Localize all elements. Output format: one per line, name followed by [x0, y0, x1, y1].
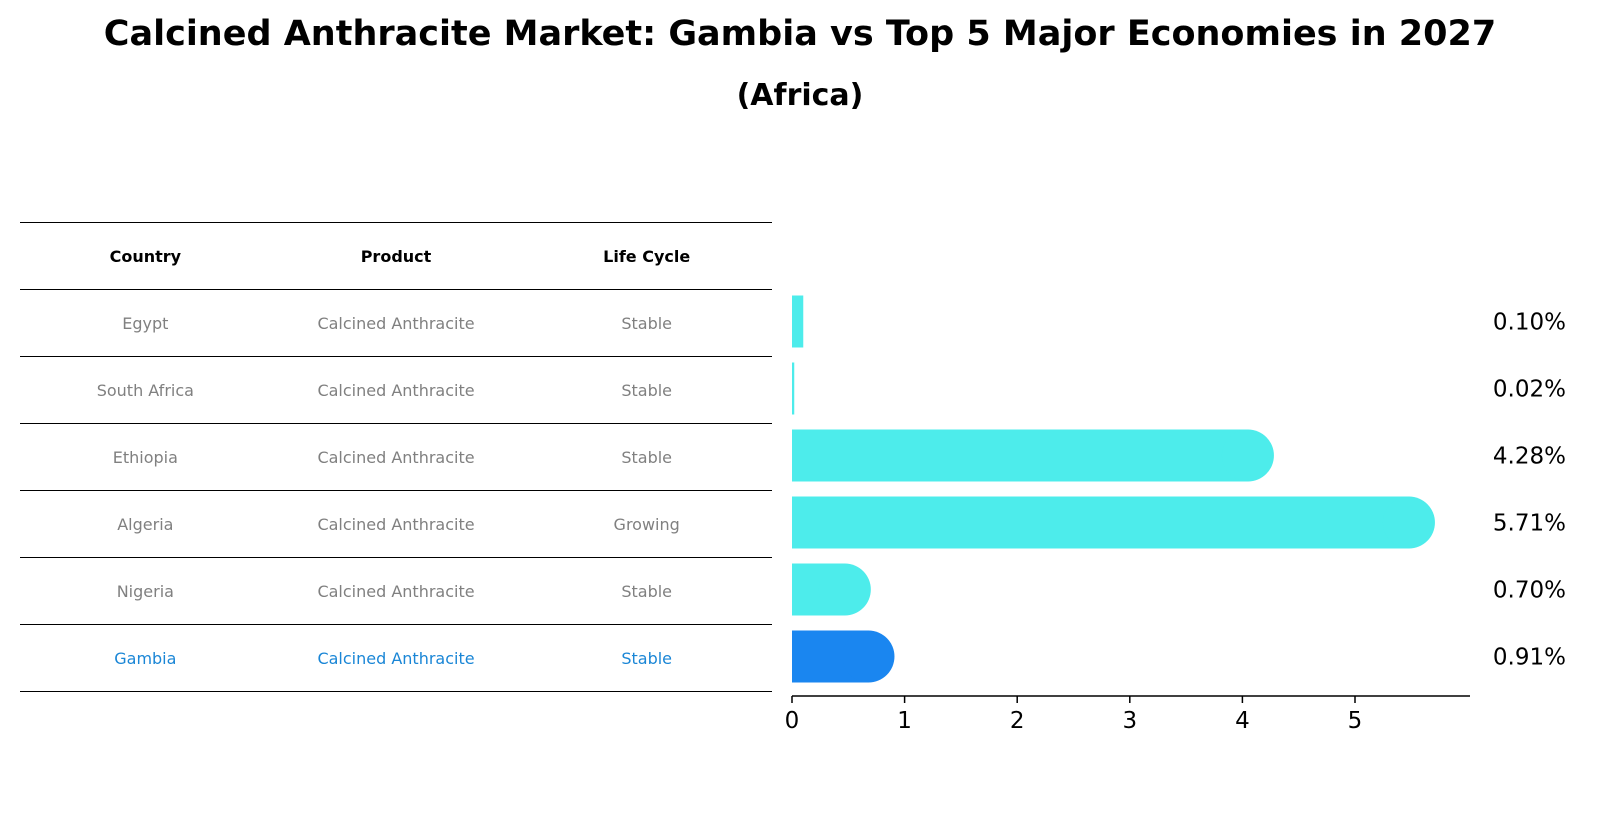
bar-cap-ethiopia — [1221, 429, 1274, 482]
bar-south-africa — [792, 362, 795, 415]
header-country: Country — [109, 246, 182, 266]
table-row: Egypt Calcined Anthracite Stable — [20, 290, 772, 357]
cell-product: Calcined Anthracite — [317, 380, 475, 400]
cell-product: Calcined Anthracite — [317, 447, 475, 467]
value-label: 0.91% — [1493, 645, 1566, 671]
table-row: Nigeria Calcined Anthracite Stable — [20, 558, 772, 625]
table-row-highlight: Gambia Calcined Anthracite Stable — [20, 625, 772, 692]
table-header-row: Country Product Life Cycle — [20, 223, 772, 290]
cell-product: Calcined Anthracite — [317, 581, 475, 601]
value-label: 0.10% — [1493, 310, 1566, 336]
cell-country: South Africa — [96, 380, 194, 400]
x-tick-label: 0 — [785, 708, 800, 734]
bar-egypt — [792, 295, 804, 348]
chart-subtitle: (Africa) — [736, 78, 864, 113]
country-table: Country Product Life Cycle Egypt Calcine… — [20, 222, 772, 692]
x-tick-label: 2 — [1010, 708, 1025, 734]
cell-life-cycle: Stable — [621, 380, 673, 400]
header-life-cycle: Life Cycle — [603, 246, 691, 266]
x-tick-label: 4 — [1235, 708, 1250, 734]
value-label: 4.28% — [1493, 444, 1566, 470]
cell-product: Calcined Anthracite — [317, 313, 475, 333]
header-product: Product — [360, 246, 432, 266]
chart-title: Calcined Anthracite Market: Gambia vs To… — [103, 14, 1497, 54]
table-row: South Africa Calcined Anthracite Stable — [20, 357, 772, 424]
table-row: Ethiopia Calcined Anthracite Stable — [20, 424, 772, 491]
bar-cap-algeria — [1382, 496, 1435, 549]
value-label: 0.02% — [1493, 377, 1566, 403]
cell-life-cycle: Stable — [621, 447, 673, 467]
cell-country: Ethiopia — [112, 447, 178, 467]
cell-product: Calcined Anthracite — [317, 514, 475, 534]
cell-country: Algeria — [117, 514, 174, 534]
value-label: 5.71% — [1493, 511, 1566, 537]
cell-country: Egypt — [122, 313, 169, 333]
cell-country: Nigeria — [116, 581, 174, 601]
cell-life-cycle: Stable — [621, 313, 673, 333]
bar-ethiopia — [792, 429, 1248, 482]
x-tick-label: 3 — [1122, 708, 1137, 734]
bar-cap-gambia — [842, 630, 895, 683]
bar-algeria — [792, 496, 1409, 549]
bar-cap-nigeria — [818, 563, 871, 616]
table-row: Algeria Calcined Anthracite Growing — [20, 491, 772, 558]
cell-life-cycle: Stable — [621, 648, 673, 668]
x-tick-label: 5 — [1348, 708, 1363, 734]
cell-life-cycle: Growing — [613, 514, 680, 534]
value-label: 0.70% — [1493, 578, 1566, 604]
cell-life-cycle: Stable — [621, 581, 673, 601]
x-tick-label: 1 — [897, 708, 912, 734]
cell-product: Calcined Anthracite — [317, 648, 475, 668]
cell-country: Gambia — [114, 648, 177, 668]
